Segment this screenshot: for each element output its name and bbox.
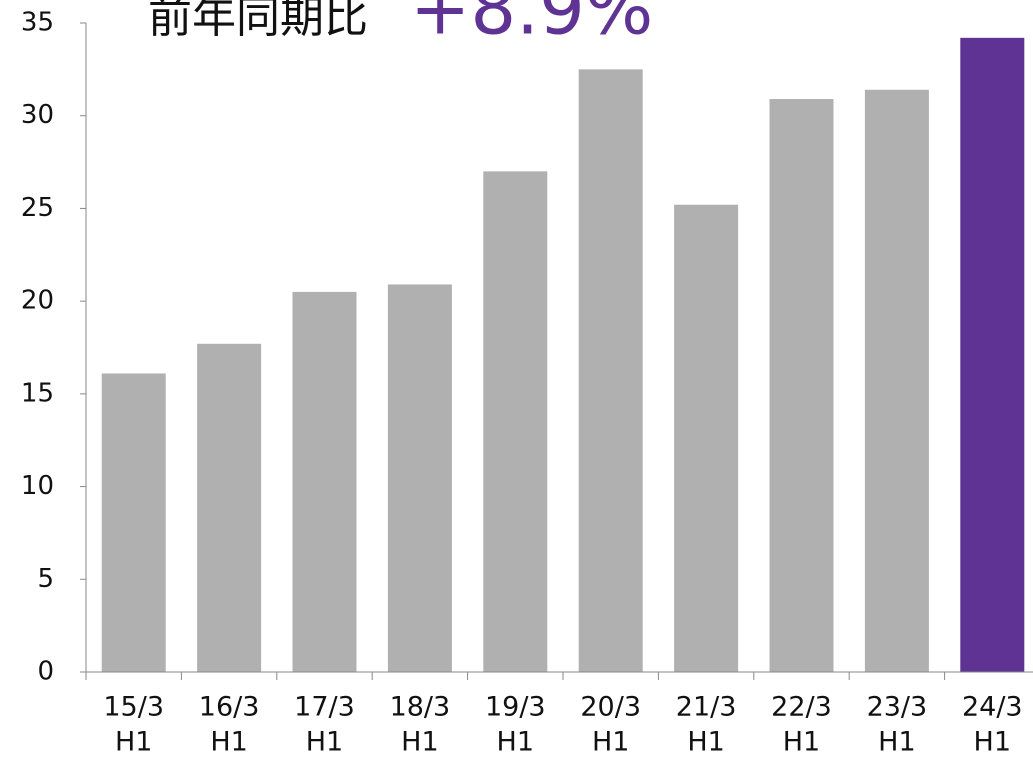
x-tick-label: H1 — [401, 727, 438, 757]
bar — [864, 89, 929, 673]
x-tick-label: 18/3 — [390, 692, 451, 723]
bar — [769, 99, 834, 673]
annotation-label: 前年同期比 — [148, 0, 368, 43]
x-tick-label: 19/3 — [485, 692, 546, 723]
x-tick-label: 24/3 — [962, 692, 1023, 723]
x-tick-label: H1 — [115, 727, 152, 757]
y-tick-label: 0 — [37, 657, 54, 687]
x-tick-label: 16/3 — [199, 692, 260, 723]
x-tick-label: H1 — [497, 727, 534, 757]
x-tick-label: H1 — [783, 727, 820, 757]
x-tick-label: H1 — [592, 727, 629, 757]
bar — [292, 291, 357, 672]
y-tick-label: 25 — [21, 193, 54, 223]
bar — [483, 171, 548, 673]
bar — [960, 37, 1025, 672]
bar — [197, 343, 262, 672]
x-tick-label: 17/3 — [294, 692, 355, 723]
x-tick-label: H1 — [878, 727, 915, 757]
annotation-value: +8.9% — [410, 0, 653, 51]
y-tick-label: 5 — [37, 564, 54, 594]
x-tick-label: 23/3 — [867, 692, 928, 723]
x-tick-label: H1 — [974, 727, 1011, 757]
y-tick-label: 20 — [21, 286, 54, 316]
x-tick-label: 22/3 — [771, 692, 832, 723]
bar — [674, 204, 739, 672]
y-tick-label: 35 — [21, 8, 54, 38]
x-tick-label: H1 — [306, 727, 343, 757]
y-tick-label: 10 — [21, 471, 54, 501]
x-tick-label: 20/3 — [580, 692, 641, 723]
y-tick-label: 15 — [21, 378, 54, 408]
bar — [387, 284, 452, 672]
bar — [101, 373, 166, 672]
y-tick-label: 30 — [21, 100, 54, 130]
x-tick-label: H1 — [687, 727, 724, 757]
x-tick-label: 15/3 — [103, 692, 164, 723]
x-tick-label: 21/3 — [676, 692, 737, 723]
x-tick-label: H1 — [210, 727, 247, 757]
bar — [578, 69, 643, 673]
